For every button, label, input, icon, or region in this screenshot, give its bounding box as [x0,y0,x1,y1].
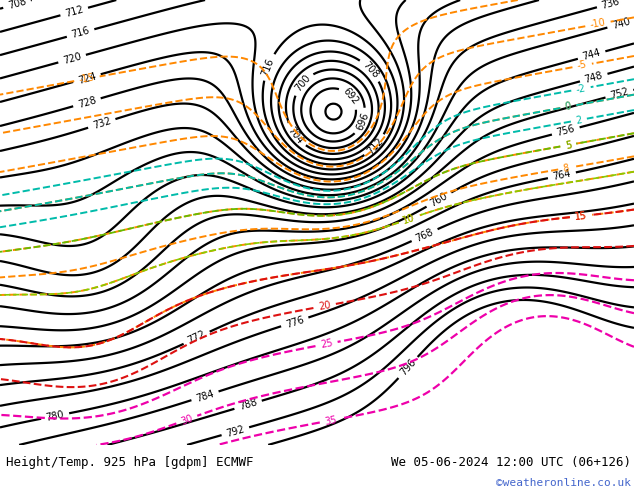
Text: 764: 764 [552,169,572,182]
Text: ©weatheronline.co.uk: ©weatheronline.co.uk [496,478,631,488]
Text: 10: 10 [402,212,417,225]
Text: 780: 780 [45,409,65,423]
Text: 5: 5 [564,140,573,150]
Text: 696: 696 [354,111,371,132]
Text: 35: 35 [324,415,338,426]
Text: -15: -15 [78,73,96,85]
Text: 700: 700 [293,73,312,94]
Text: 10: 10 [402,212,417,225]
Text: We 05-06-2024 12:00 UTC (06+126): We 05-06-2024 12:00 UTC (06+126) [391,456,631,468]
Text: 744: 744 [581,48,602,62]
Text: 708: 708 [7,0,27,11]
Text: 772: 772 [186,329,207,346]
Text: 708: 708 [361,60,380,80]
Text: 796: 796 [398,357,418,378]
Text: 8: 8 [562,163,570,173]
Text: 732: 732 [91,116,112,131]
Text: 768: 768 [414,227,435,244]
Text: 0: 0 [564,101,572,112]
Text: 752: 752 [609,86,630,101]
Text: 724: 724 [77,71,97,85]
Text: 716: 716 [70,26,91,40]
Text: 756: 756 [555,124,576,138]
Text: 792: 792 [225,424,246,439]
Text: 692: 692 [341,86,361,107]
Text: 712: 712 [365,136,385,156]
Text: 748: 748 [583,71,604,85]
Text: 736: 736 [600,0,621,11]
Text: -5: -5 [576,60,588,71]
Text: 720: 720 [61,51,82,66]
Text: 760: 760 [429,191,450,209]
Text: 0: 0 [564,101,572,112]
Text: 776: 776 [284,314,305,329]
Text: 716: 716 [260,56,276,77]
Text: 5: 5 [564,140,573,150]
Text: 25: 25 [320,338,333,350]
Text: 30: 30 [179,413,194,426]
Text: -10: -10 [590,18,607,30]
Text: 15: 15 [574,210,588,221]
Text: 2: 2 [575,115,583,125]
Text: -2: -2 [575,83,586,95]
Text: 20: 20 [318,300,332,312]
Text: 784: 784 [195,388,216,403]
Text: 728: 728 [77,95,97,110]
Text: 788: 788 [238,397,259,412]
Text: 704: 704 [286,125,305,146]
Text: Height/Temp. 925 hPa [gdpm] ECMWF: Height/Temp. 925 hPa [gdpm] ECMWF [6,456,254,468]
Text: 740: 740 [611,17,631,31]
Text: 712: 712 [64,4,84,19]
Text: 15: 15 [574,210,588,221]
